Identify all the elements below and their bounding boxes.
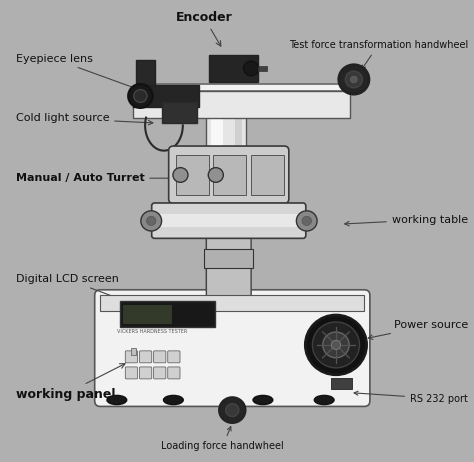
Polygon shape [133,91,350,118]
Ellipse shape [164,395,183,405]
FancyBboxPatch shape [168,367,180,379]
Circle shape [305,315,366,375]
Circle shape [219,397,246,423]
Circle shape [244,61,259,76]
Bar [204,249,254,268]
Text: Loading force handwheel: Loading force handwheel [162,427,284,451]
FancyBboxPatch shape [123,305,172,324]
Ellipse shape [314,395,334,405]
Circle shape [134,90,147,103]
Circle shape [323,332,349,358]
Polygon shape [100,295,364,311]
Polygon shape [133,84,357,91]
Bar [251,155,284,195]
Bar [159,213,298,227]
Circle shape [331,340,341,349]
Circle shape [173,168,188,182]
FancyBboxPatch shape [168,351,180,363]
FancyBboxPatch shape [139,367,152,379]
Ellipse shape [253,395,273,405]
Circle shape [146,216,156,225]
FancyBboxPatch shape [95,290,370,407]
Ellipse shape [107,395,127,405]
Text: VICKERS HARDNESS TESTER: VICKERS HARDNESS TESTER [117,328,187,334]
FancyBboxPatch shape [169,146,289,203]
Bar [209,55,258,82]
Circle shape [141,211,162,231]
FancyBboxPatch shape [154,367,166,379]
Bar [176,155,209,195]
FancyBboxPatch shape [152,203,306,238]
Text: Encoder: Encoder [176,11,232,46]
Bar [235,93,242,401]
FancyBboxPatch shape [125,351,137,363]
Bar [206,93,246,401]
Text: Power source: Power source [368,320,468,340]
Circle shape [296,211,317,231]
Bar [133,85,199,107]
Text: Cold light source: Cold light source [16,114,153,125]
Circle shape [312,322,359,368]
Bar [213,155,246,195]
Circle shape [351,76,357,83]
Text: Manual / Auto Turret: Manual / Auto Turret [16,173,176,183]
FancyBboxPatch shape [139,351,152,363]
Text: working table: working table [345,214,468,226]
Circle shape [128,84,153,108]
Text: RS 232 port: RS 232 port [354,391,468,404]
Polygon shape [131,348,136,355]
Bar [136,60,155,85]
Bar [258,66,267,71]
Text: Digital LCD screen: Digital LCD screen [16,274,125,301]
FancyBboxPatch shape [119,301,215,327]
Text: working panel: working panel [16,364,125,401]
Bar [211,93,223,401]
Circle shape [226,404,239,417]
Circle shape [208,168,223,182]
Circle shape [339,65,369,94]
Bar [162,103,197,123]
Circle shape [302,216,311,225]
FancyBboxPatch shape [154,351,166,363]
FancyBboxPatch shape [125,367,137,379]
Text: Test force transformation handwheel: Test force transformation handwheel [289,40,468,69]
Text: Eyepiece lens: Eyepiece lens [16,54,139,90]
Circle shape [346,71,362,88]
Bar [331,378,353,389]
FancyBboxPatch shape [206,231,251,298]
